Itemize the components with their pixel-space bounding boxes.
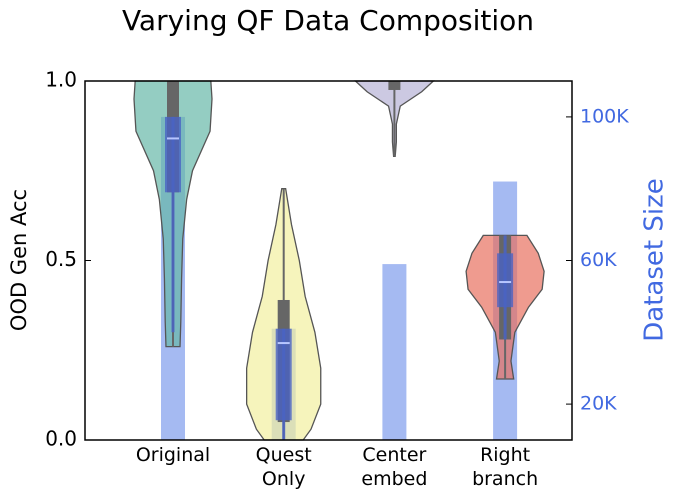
bar bbox=[382, 264, 407, 440]
x-tick-label: Right branch bbox=[472, 444, 539, 490]
y-axis-title: OOD Gen Acc bbox=[7, 189, 31, 331]
y2-tick-label: 20K bbox=[580, 393, 617, 415]
y-tick-label: 0.0 bbox=[45, 427, 77, 451]
box bbox=[497, 253, 514, 308]
x-tick-label: Original bbox=[135, 444, 211, 466]
y2-tick-label: 60K bbox=[580, 249, 617, 271]
y-tick-label: 0.5 bbox=[45, 247, 77, 271]
y2-axis-title: Dataset Size bbox=[640, 178, 670, 341]
chart-title: Varying QF Data Composition bbox=[122, 4, 534, 37]
x-tick-label: Center embed bbox=[361, 444, 428, 490]
box bbox=[165, 116, 181, 193]
x-tick-label: Quest Only bbox=[255, 444, 312, 490]
y2-tick-label: 100K bbox=[580, 105, 629, 127]
box bbox=[275, 328, 292, 421]
violin-inner-box bbox=[388, 81, 401, 90]
y-tick-label: 1.0 bbox=[45, 68, 77, 92]
